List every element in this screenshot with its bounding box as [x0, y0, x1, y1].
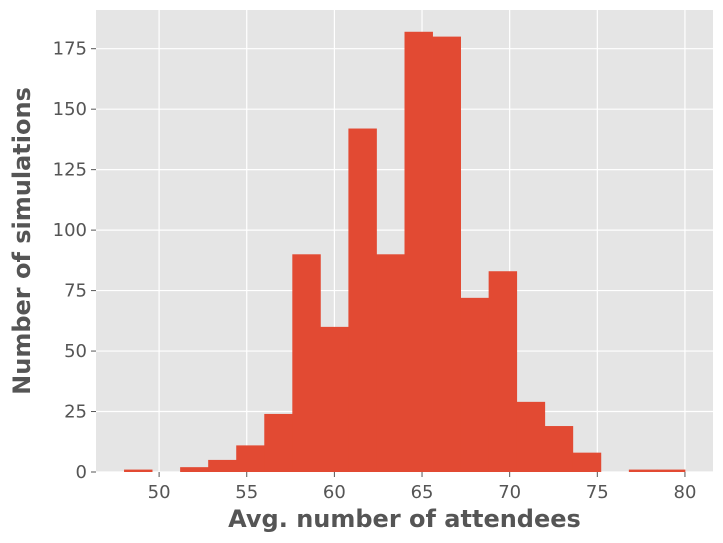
y-tick-label: 75 — [64, 281, 87, 302]
histogram-bar — [404, 31, 433, 473]
x-axis-ticks: 50 55 60 65 70 75 80 — [148, 472, 697, 503]
histogram-bar — [236, 445, 265, 472]
histogram-bar — [292, 254, 321, 472]
x-tick-label: 50 — [148, 482, 171, 503]
y-tick-label: 150 — [53, 99, 87, 120]
histogram-bar — [180, 467, 209, 472]
histogram-bar — [656, 469, 686, 472]
x-tick-label: 60 — [323, 482, 346, 503]
y-tick-label: 25 — [64, 402, 87, 423]
y-tick-label: 100 — [53, 220, 87, 241]
y-tick-label: 175 — [53, 39, 87, 60]
x-tick-label: 75 — [586, 482, 609, 503]
x-tick-label: 80 — [674, 482, 697, 503]
histogram-bar — [320, 326, 349, 472]
histogram-bar — [572, 452, 602, 472]
histogram-bar — [208, 459, 237, 472]
histogram-bar — [376, 254, 405, 472]
histogram-bar — [264, 413, 293, 472]
y-axis-ticks: 0 25 50 75 100 125 150 175 — [53, 39, 96, 483]
y-tick-label: 0 — [76, 462, 87, 483]
histogram-bar — [432, 36, 461, 472]
histogram-bar — [628, 469, 658, 472]
histogram-bar — [488, 271, 518, 472]
y-tick-label: 50 — [64, 341, 87, 362]
y-tick-label: 125 — [53, 160, 87, 181]
x-tick-label: 55 — [235, 482, 258, 503]
histogram-bars — [124, 31, 686, 473]
histogram-bar — [544, 426, 574, 472]
y-axis-label: Number of simulations — [8, 87, 36, 395]
x-tick-label: 65 — [411, 482, 434, 503]
histogram-bar — [348, 128, 377, 472]
histogram-bar — [460, 297, 490, 472]
histogram-bar — [124, 469, 153, 472]
x-tick-label: 70 — [498, 482, 521, 503]
histogram-bar — [516, 401, 546, 472]
x-axis-label: Avg. number of attendees — [228, 505, 581, 533]
